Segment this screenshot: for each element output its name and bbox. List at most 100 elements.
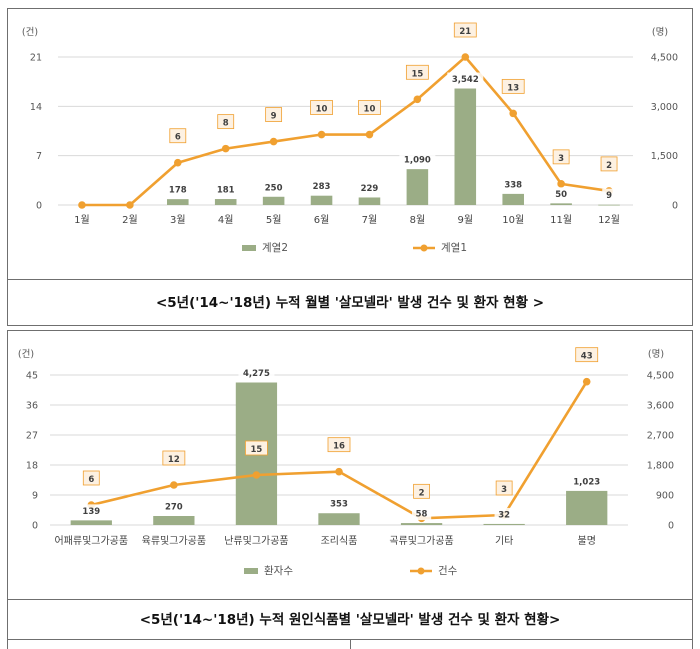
bar-data-label-bg [309, 179, 334, 193]
legend-bar-swatch [242, 245, 256, 251]
line-data-label-text: 2 [419, 488, 425, 498]
category-label: 4월 [218, 214, 234, 226]
legend-line-label: 건수 [438, 565, 458, 577]
bar-data-label: 283 [309, 179, 334, 193]
left-axis-tick-label: 9 [32, 491, 38, 502]
legend-line-label: 계열1 [441, 242, 467, 254]
chart-panel-monthly: 0 7 14 21 0 1,500 3,000 4,500 (건) (명) 1월 2월 3월 4월 5월 6월… [7, 8, 693, 280]
category-label: 난류및그가공품 [224, 535, 288, 547]
category-label: 7월 [362, 214, 378, 226]
bar-data-label-text: 250 [265, 183, 283, 193]
bar-data-label: 32 [494, 507, 514, 521]
bar-data-label-bg [602, 188, 616, 202]
left-axis-tick-label: 18 [26, 461, 38, 472]
line-data-label: 15 [405, 64, 429, 80]
left-axis-tick-label: 14 [30, 102, 42, 113]
bar-data-label: 139 [78, 504, 104, 518]
bar-data-label-text: 229 [361, 184, 379, 194]
caption-food-text: <5년('14~'18년) 누적 원인식품별 '살모넬라' 발생 건수 및 환자… [139, 612, 561, 628]
legend-line-marker [420, 244, 428, 252]
line-point [173, 158, 182, 167]
bar-계열2 [214, 199, 237, 205]
line-data-label: 6 [82, 470, 100, 486]
line-계열1 [81, 55, 610, 207]
line-point [170, 481, 178, 489]
bar-data-label-text: 283 [313, 182, 331, 192]
bar-계열2 [454, 88, 477, 205]
right-axis-tick-label: 900 [656, 491, 674, 502]
left-axis-tick-label: 21 [30, 53, 42, 64]
line-data-label-text: 13 [507, 83, 519, 93]
chart-panel-food: 0 9 18 27 36 45 0 900 1,800 2,700 3,600 4,500 (건) (명)… [7, 330, 693, 600]
bar-계열2 [310, 195, 333, 205]
bar-환자수 [400, 523, 443, 525]
legend: 환자수 건수 [244, 565, 458, 577]
line-data-label-box [575, 347, 599, 363]
line-data-label-text: 8 [223, 119, 229, 129]
line-data-label-text: 43 [581, 352, 593, 362]
left-axis-tick-label: 0 [36, 201, 42, 212]
right-axis-tick-label: 2,700 [647, 431, 674, 442]
line-data-label-box [453, 22, 477, 38]
bar-계열2 [502, 193, 524, 205]
line-point [269, 137, 278, 146]
line-data-label: 43 [575, 347, 599, 363]
line-data-label-text: 9 [271, 112, 277, 122]
line-data-label-box [600, 156, 618, 172]
bar-data-label-text: 181 [217, 186, 235, 196]
left-axis-unit: (건) [18, 349, 34, 360]
bar-data-label-text: 58 [416, 510, 428, 520]
bar-계열2 [167, 199, 189, 205]
category-label: 어패류및그가공품 [54, 535, 128, 547]
category-label: 불명 [578, 535, 596, 547]
category-label: 육류및그가공품 [142, 535, 206, 547]
line-data-label: 8 [217, 114, 235, 130]
line-data-label-box [245, 440, 268, 456]
table-continuation [7, 640, 693, 649]
left-axis-tick-label: 0 [32, 521, 38, 532]
line-data-label-text: 12 [168, 455, 180, 465]
bar-환자수 [153, 516, 195, 525]
right-axis-tick-label: 1,500 [651, 151, 678, 162]
legend-line-marker [417, 567, 425, 575]
bar-data-label-text: 50 [555, 190, 567, 200]
bar-환자수 [483, 523, 525, 525]
category-label: 11월 [550, 214, 572, 226]
bar-data-label-text: 9 [606, 191, 612, 201]
category-label: 9월 [458, 214, 474, 226]
bar-계열2 [598, 204, 620, 206]
category-label: 5월 [266, 214, 282, 226]
bar-data-label-bg [261, 180, 287, 194]
bar-data-label-bg [238, 366, 275, 380]
line-data-label: 3 [552, 149, 570, 165]
bar-data-label: 9 [602, 188, 616, 202]
line-data-label-box [265, 107, 283, 122]
bar-data-label-bg [165, 183, 191, 197]
category-label: 곡류및그가공품 [389, 535, 453, 547]
bar-data-label-bg [78, 504, 104, 518]
caption-food: <5년('14~'18년) 누적 원인식품별 '살모넬라' 발생 건수 및 환자… [7, 600, 693, 640]
left-axis-tick-label: 7 [36, 151, 42, 162]
bar-계열2 [550, 203, 572, 205]
bar-data-label: 181 [213, 183, 239, 197]
left-axis-tick-label: 45 [26, 371, 38, 382]
legend-bar-swatch [244, 568, 258, 574]
bar-data-label-text: 1,090 [404, 156, 431, 166]
right-axis-unit: (명) [652, 27, 668, 38]
line-data-label-text: 16 [333, 442, 345, 452]
line-data-label-text: 6 [88, 475, 94, 485]
bar-계열2 [262, 196, 285, 205]
category-label: 8월 [410, 214, 426, 226]
bar-data-label-bg [447, 72, 484, 86]
line-point [126, 201, 134, 209]
bar-data-label-bg [500, 177, 526, 191]
bar-data-label-bg [494, 507, 514, 521]
line-data-label-box [413, 483, 430, 499]
bar-data-label: 338 [500, 177, 526, 191]
category-label: 3월 [170, 214, 186, 226]
caption-monthly: <5년('14~'18년) 누적 월별 '살모넬라' 발생 건수 및 환자 현황… [7, 280, 693, 326]
right-axis-tick-label: 0 [672, 201, 678, 212]
line-point [335, 467, 343, 476]
line-data-label: 2 [600, 156, 618, 172]
